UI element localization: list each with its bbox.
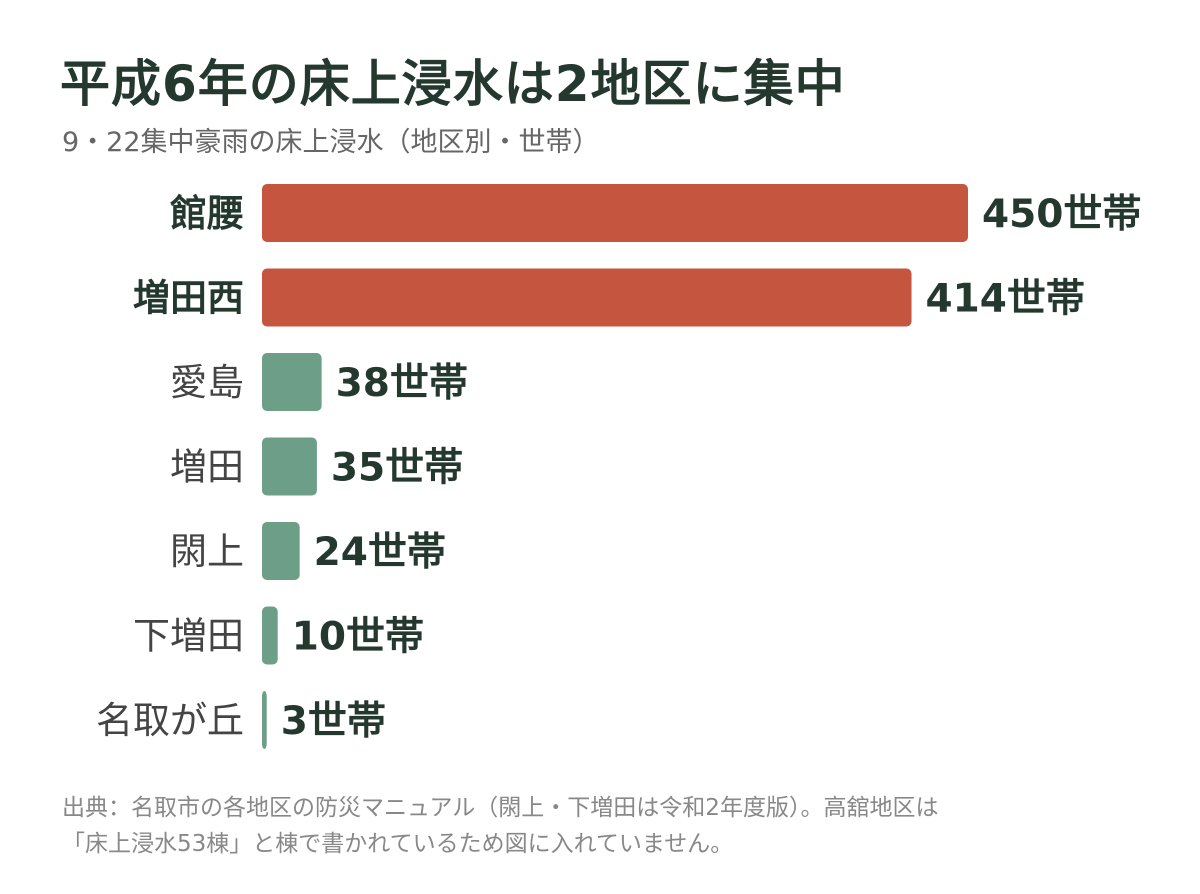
category-label: 愛島 (170, 361, 244, 404)
source-footnote: 出典：名取市の各地区の防災マニュアル（閖上・下増田は令和2年度版）。高舘地区は … (62, 790, 1162, 862)
footnote-line-1: 出典：名取市の各地区の防災マニュアル（閖上・下増田は令和2年度版）。高舘地区は (62, 795, 939, 821)
category-label: 館腰 (170, 192, 244, 235)
bar (262, 268, 912, 327)
category-label: 増田 (170, 446, 244, 489)
bar (262, 522, 300, 580)
value-label: 35世帯 (331, 446, 463, 491)
chart-title: 平成6年の床上浸水は2地区に集中 (60, 55, 846, 113)
bar (262, 606, 278, 665)
category-label: 名取が丘 (96, 699, 244, 742)
category-label: 増田西 (133, 277, 244, 320)
value-label: 10世帯 (292, 615, 424, 660)
bar (262, 691, 267, 749)
value-label: 414世帯 (926, 277, 1085, 322)
value-label: 450世帯 (982, 192, 1141, 237)
value-label: 3世帯 (281, 699, 386, 744)
bar (262, 184, 968, 242)
value-label: 38世帯 (336, 361, 468, 406)
footnote-line-2: 「床上浸水53棟」と棟で書かれているため図に入れていません。 (62, 831, 734, 857)
category-label: 下増田 (133, 615, 244, 658)
category-label: 閖上 (170, 530, 244, 573)
value-label: 24世帯 (314, 530, 446, 575)
chart-subtitle: 9・22集中豪雨の床上浸水（地区別・世帯） (62, 127, 600, 158)
bar (262, 437, 317, 496)
bar (262, 353, 322, 411)
